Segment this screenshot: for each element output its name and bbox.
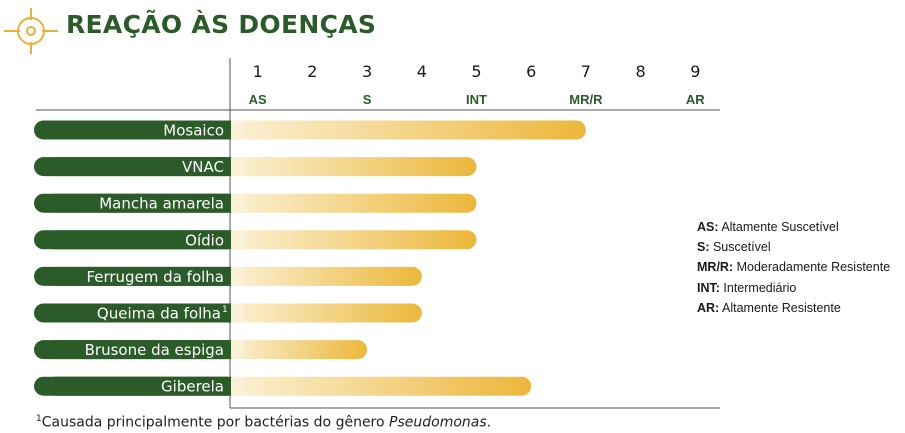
x-tick-label: 2 bbox=[307, 62, 317, 81]
legend-item: MR/R: Moderadamente Resistente bbox=[697, 257, 890, 277]
scale-label: AR bbox=[686, 92, 705, 107]
category-label-edge bbox=[54, 266, 228, 286]
legend-abbr: S: bbox=[697, 240, 710, 255]
legend: AS: Altamente Suscetível S: Suscetível MR/… bbox=[697, 217, 890, 318]
x-tick-label: 6 bbox=[526, 62, 536, 81]
bar-row: Giberela bbox=[34, 376, 532, 396]
x-tick-label: 3 bbox=[362, 62, 372, 81]
category-label: Queima da folha bbox=[97, 305, 221, 323]
bar-row: Oídio bbox=[34, 230, 477, 250]
x-tick-label: 9 bbox=[690, 62, 700, 81]
bar bbox=[231, 120, 586, 140]
bar bbox=[231, 303, 422, 323]
category-label-edge bbox=[54, 193, 228, 213]
category-label-edge bbox=[54, 303, 228, 323]
legend-text: Suscetível bbox=[709, 240, 771, 255]
bar-start bbox=[231, 303, 243, 323]
legend-abbr: AR: bbox=[697, 300, 720, 315]
bar-start bbox=[231, 157, 243, 177]
category-label-edge bbox=[54, 157, 228, 177]
legend-text: Intermediário bbox=[719, 280, 797, 295]
category-label-edge bbox=[54, 120, 228, 140]
legend-text: Moderadamente Resistente bbox=[733, 260, 891, 275]
bar bbox=[231, 157, 477, 177]
category-label-edge bbox=[54, 340, 228, 360]
category-label-edge bbox=[54, 230, 228, 250]
category-label: Brusone da espiga bbox=[85, 341, 224, 359]
footnote-end: . bbox=[486, 414, 492, 431]
bar-start bbox=[231, 120, 243, 140]
legend-item: AR: Altamente Resistente bbox=[697, 298, 890, 318]
category-label: Mosaico bbox=[163, 122, 224, 140]
x-tick-label: 4 bbox=[417, 62, 427, 81]
bar-row: Mancha amarela bbox=[34, 193, 477, 213]
legend-text: Altamente Resistente bbox=[719, 300, 841, 315]
bar-row: Mosaico bbox=[34, 120, 586, 140]
scale-label: S bbox=[363, 92, 372, 107]
bar bbox=[231, 266, 422, 286]
chart-title: REAÇÃO ÀS DOENÇAS bbox=[66, 10, 377, 39]
legend-item: S: Suscetível bbox=[697, 237, 890, 257]
bar bbox=[231, 376, 532, 396]
category-label: VNAC bbox=[182, 158, 224, 176]
legend-item: AS: Altamente Suscetível bbox=[697, 217, 890, 237]
bar-row: Brusone da espiga bbox=[34, 340, 368, 360]
legend-abbr: INT: bbox=[697, 280, 720, 295]
category-label: Ferrugem da folha bbox=[86, 268, 224, 286]
footnote-mark: 1 bbox=[36, 414, 42, 424]
bar-start bbox=[231, 376, 243, 396]
x-tick-label: 1 bbox=[253, 62, 263, 81]
x-tick-label: 5 bbox=[471, 62, 481, 81]
bar-start bbox=[231, 340, 243, 360]
bar-start bbox=[231, 266, 243, 286]
footnote-text: Causada principalmente por bactérias do … bbox=[41, 414, 390, 431]
legend-text: Altamente Suscetível bbox=[718, 220, 839, 234]
x-tick-label: 8 bbox=[636, 62, 646, 81]
bar-row: VNAC bbox=[34, 157, 477, 177]
category-label-edge bbox=[54, 376, 228, 396]
bar bbox=[231, 340, 368, 360]
bar bbox=[231, 193, 477, 213]
x-tick-label: 7 bbox=[581, 62, 591, 81]
legend-item: INT: Intermediário bbox=[697, 278, 890, 298]
bar-start bbox=[231, 193, 243, 213]
title-block: REAÇÃO ÀS DOENÇAS bbox=[0, 0, 420, 56]
target-icon bbox=[4, 8, 58, 54]
footnote: 1Causada principalmente por bactérias do… bbox=[36, 414, 491, 431]
category-label: Oídio bbox=[185, 231, 224, 249]
bar-start bbox=[231, 230, 243, 250]
category-superscript: 1 bbox=[222, 305, 228, 315]
legend-abbr: AS: bbox=[697, 220, 719, 234]
legend-abbr: MR/R: bbox=[697, 260, 734, 275]
footnote-genus: Pseudomonas bbox=[389, 414, 487, 431]
bar-row: Queima da folha 1 bbox=[34, 303, 422, 323]
scale-label: AS bbox=[249, 92, 267, 107]
scale-label: MR/R bbox=[569, 92, 603, 107]
category-label: Mancha amarela bbox=[99, 195, 224, 213]
bar bbox=[231, 230, 477, 250]
category-label: Giberela bbox=[161, 378, 224, 396]
bar-row: Ferrugem da folha bbox=[34, 266, 422, 286]
scale-label: INT bbox=[466, 92, 487, 107]
